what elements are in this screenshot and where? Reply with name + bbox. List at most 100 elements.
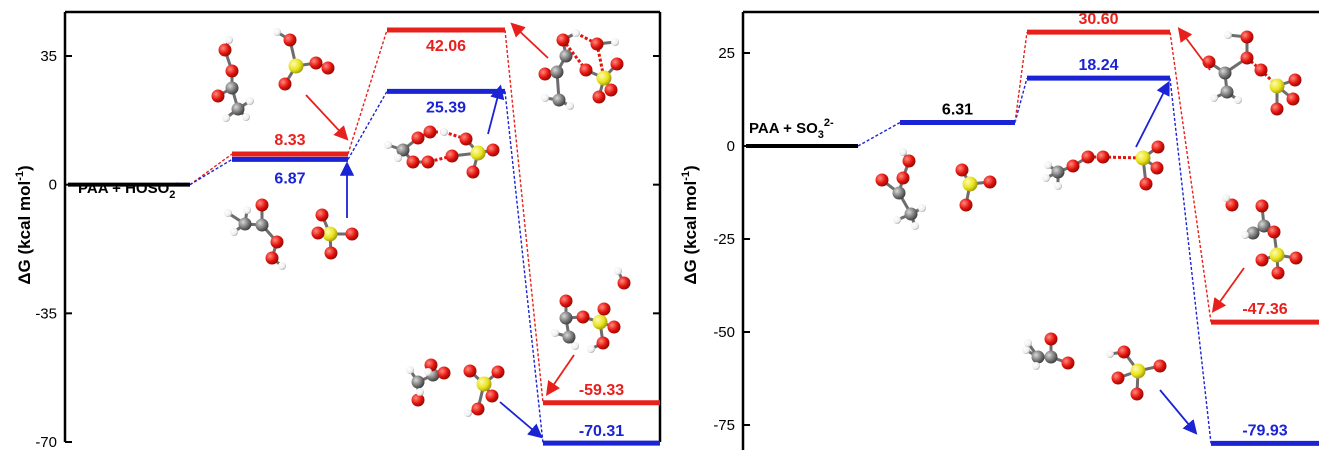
molecule-ts-right-red bbox=[1202, 30, 1302, 116]
molecule-product-right-red-atom-O10 bbox=[1267, 225, 1281, 239]
molecule-ts-right-blue-atom-O3 bbox=[1081, 150, 1095, 164]
energy-profile-left: ΔG (kcal mol-1) 35 0 -35 -70 8.33 42.06 -59.3… bbox=[14, 10, 662, 450]
molecule-ts-blue-atom-O2 bbox=[411, 131, 425, 145]
molecule-hso3-top-atom-O3 bbox=[309, 56, 323, 70]
connector-right-s1-3 bbox=[1169, 32, 1212, 323]
molecule-product-red bbox=[551, 267, 631, 353]
connector-left-s0-2 bbox=[347, 29, 388, 155]
molecule-product-right-red bbox=[1222, 194, 1303, 280]
molecule-paa-top-atom-O0 bbox=[218, 43, 232, 57]
molecule-paa-bottom-atom-O6 bbox=[265, 251, 279, 265]
level-labels-right: 6.31 18.24 -79.93 30.60 -47.36 bbox=[942, 11, 1288, 439]
molecule-product-right-blue-atom-C1 bbox=[1031, 350, 1045, 364]
molecule-paa-top bbox=[211, 36, 254, 122]
reactant-label-right: PAA + SO32- bbox=[749, 117, 834, 141]
molecule-product-right-red-atom-O8 bbox=[1271, 266, 1285, 280]
connector-right-s0-1 bbox=[857, 121, 901, 147]
molecule-hso3-top-atom-H0 bbox=[273, 28, 281, 36]
molecule-ts-right-red-atom-O11 bbox=[1270, 102, 1284, 116]
molecule-paa-bottom-atom-C3 bbox=[255, 218, 269, 232]
molecule-ts-right-blue-atom-H0 bbox=[1044, 161, 1052, 169]
molecule-ts-red-atom-H9 bbox=[566, 102, 574, 110]
molecule-structures-left bbox=[211, 28, 631, 417]
molecule-product-right-red-atom-O9 bbox=[1255, 253, 1269, 267]
molecule-product-right-red-atom-H5 bbox=[1241, 231, 1249, 239]
molecule-ts-red-atom-H1 bbox=[572, 29, 580, 37]
molecule-ts-blue-atom-O3 bbox=[423, 125, 437, 139]
molecule-product-red-atom-S8 bbox=[592, 314, 608, 330]
y-ticks-right: 25 0 -25 -50 -75 bbox=[713, 45, 750, 434]
connector-right-red-rise bbox=[1014, 32, 1028, 123]
molecule-product-right-blue-atom-O12 bbox=[1111, 371, 1125, 385]
molecule-product-red-atom-O3 bbox=[559, 294, 573, 308]
y-tick-label-right-2: -25 bbox=[713, 231, 735, 248]
molecule-ts-red-atom-O13 bbox=[604, 83, 618, 97]
molecule-ts-blue-atom-O7 bbox=[486, 143, 500, 157]
arrow-blue-to-70.31 bbox=[499, 401, 543, 439]
molecule-ts-red bbox=[538, 29, 624, 110]
molecule-product-red-atom-H6 bbox=[571, 342, 579, 350]
molecule-hso3-bottom-atom-O3 bbox=[345, 227, 359, 241]
connectors-right bbox=[857, 32, 1212, 444]
molecule-ts-red-atom-O14 bbox=[592, 90, 606, 104]
molecule-ts-blue-atom-H4 bbox=[440, 128, 448, 136]
molecule-ts-right-red-atom-H6 bbox=[1210, 94, 1218, 102]
molecule-ts-red-atom-H3 bbox=[611, 38, 619, 46]
molecule-ts-right-blue-atom-O6 bbox=[1151, 140, 1165, 154]
molecule-product-red-atom-C2 bbox=[559, 311, 573, 325]
level-label-right-s0-3: -79.93 bbox=[1242, 422, 1287, 439]
molecule-ts-blue-atom-H0 bbox=[384, 141, 392, 149]
molecule-product-right-blue-atom-H5 bbox=[1032, 362, 1040, 370]
molecule-product-right-red-atom-O3 bbox=[1255, 199, 1269, 213]
molecule-paa-bottom-atom-C2 bbox=[238, 217, 252, 231]
molecule-ts-red-atom-C6 bbox=[550, 65, 564, 79]
level-labels-left: 8.33 42.06 -59.33 6.87 25.39 -70.31 bbox=[274, 38, 624, 440]
molecule-ts-right-red-atom-S8 bbox=[1269, 78, 1285, 94]
molecule-product-right-red-atom-O0 bbox=[1225, 198, 1239, 212]
molecule-paa-bottom-atom-O4 bbox=[255, 198, 269, 212]
molecule-product-blue-atom-O10 bbox=[491, 365, 505, 379]
molecule-paa-bottom-atom-H7 bbox=[278, 262, 286, 270]
levels-right bbox=[746, 29, 1319, 446]
y-tick-label-left-1: 0 bbox=[49, 177, 57, 194]
molecule-ts-right-blue-atom-O7 bbox=[1139, 177, 1153, 191]
molecule-product-right-blue-atom-S9 bbox=[1130, 363, 1146, 379]
connector-left-s1-3 bbox=[504, 91, 544, 444]
y-tick-label-left-2: -35 bbox=[35, 305, 57, 322]
molecule-product-right-blue-atom-H0 bbox=[1022, 346, 1030, 354]
connector-left-s1-2 bbox=[347, 90, 388, 160]
level-label-left-s1-3: -70.31 bbox=[579, 423, 624, 440]
arrow-red-to-47.36 bbox=[1211, 267, 1245, 313]
molecule-ts-right-red-atom-O9 bbox=[1288, 73, 1302, 87]
molecule-structures-right bbox=[875, 30, 1303, 401]
molecule-ts-blue-atom-O11 bbox=[406, 155, 420, 169]
level-label-left-s0-2: 42.06 bbox=[426, 38, 466, 55]
level-label-right-s0-2: 18.24 bbox=[1078, 57, 1118, 74]
molecule-paa-bottom-atom-H0 bbox=[224, 209, 232, 217]
connectors-left bbox=[189, 29, 544, 444]
molecule-ts-red-atom-O11 bbox=[579, 63, 593, 77]
level-label-left-s1-1: 6.87 bbox=[274, 170, 305, 187]
molecule-product-red-atom-O9 bbox=[597, 302, 611, 316]
y-tick-label-right-0: 25 bbox=[718, 45, 735, 62]
molecule-ts-right-red-atom-O12 bbox=[1254, 63, 1268, 77]
molecule-so3-right bbox=[955, 163, 997, 212]
molecule-ts-right-red-atom-C3 bbox=[1218, 66, 1232, 80]
molecule-product-red-atom-C4 bbox=[562, 330, 576, 344]
molecule-paa-bottom-atom-H1 bbox=[230, 228, 238, 236]
molecule-ts-right-blue-atom-O4 bbox=[1096, 150, 1110, 164]
molecule-paa-right bbox=[875, 148, 926, 230]
molecule-ts-right-blue bbox=[1042, 140, 1165, 191]
molecule-hso3-bottom-atom-S2 bbox=[322, 226, 338, 242]
molecule-ts-red-atom-H8 bbox=[541, 94, 549, 102]
molecule-paa-bottom bbox=[224, 198, 286, 270]
molecule-product-right-blue-atom-O3 bbox=[1061, 356, 1075, 370]
molecule-ts-blue-atom-H12 bbox=[394, 154, 402, 162]
molecule-ts-right-red-hbond-1 bbox=[1259, 68, 1279, 88]
molecule-paa-bottom-atom-H8 bbox=[243, 206, 251, 214]
molecule-ts-blue-hbond-1 bbox=[443, 130, 467, 141]
molecule-hso3-top-atom-O1 bbox=[283, 33, 297, 47]
molecule-paa-top-atom-H8 bbox=[246, 97, 254, 105]
molecule-ts-blue bbox=[384, 125, 500, 179]
